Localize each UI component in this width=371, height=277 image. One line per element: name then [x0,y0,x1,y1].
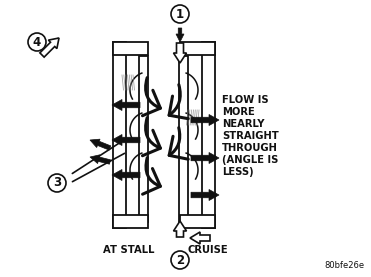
FancyArrow shape [174,221,187,237]
FancyArrowPatch shape [142,118,160,156]
Bar [180,42,215,55]
Text: 80bfe26e: 80bfe26e [325,261,365,270]
Bar [202,42,215,228]
FancyArrow shape [176,28,184,42]
FancyArrow shape [174,43,187,63]
Bar [113,215,148,228]
FancyArrowPatch shape [142,78,160,116]
FancyArrow shape [112,135,140,145]
Circle shape [171,5,189,23]
FancyArrowPatch shape [142,158,160,194]
FancyArrow shape [90,155,111,164]
Bar [188,56,202,222]
Circle shape [28,33,46,51]
Bar [139,56,148,222]
FancyArrow shape [112,170,140,181]
FancyArrow shape [112,99,140,111]
FancyArrowPatch shape [169,128,188,159]
Text: 2: 2 [176,253,184,266]
Text: FLOW IS
MORE
NEARLY
STRAIGHT
THROUGH
(ANGLE IS
LESS): FLOW IS MORE NEARLY STRAIGHT THROUGH (AN… [222,95,279,177]
Text: 4: 4 [33,35,41,48]
FancyArrow shape [177,223,184,233]
Text: AT STALL: AT STALL [104,245,155,255]
Circle shape [48,174,66,192]
Text: CRUISE: CRUISE [188,245,229,255]
FancyArrow shape [40,38,59,57]
Text: 1: 1 [176,7,184,20]
FancyArrow shape [191,189,219,201]
FancyArrow shape [47,38,58,51]
Circle shape [171,251,189,269]
Bar [180,215,215,228]
FancyArrow shape [191,114,219,125]
FancyArrow shape [191,153,219,163]
FancyArrow shape [190,232,210,244]
FancyArrowPatch shape [169,85,188,119]
FancyArrow shape [90,139,111,150]
Text: 3: 3 [53,176,61,189]
Bar [179,56,188,222]
Bar [113,42,148,55]
Bar [113,42,126,228]
Bar [126,56,139,222]
